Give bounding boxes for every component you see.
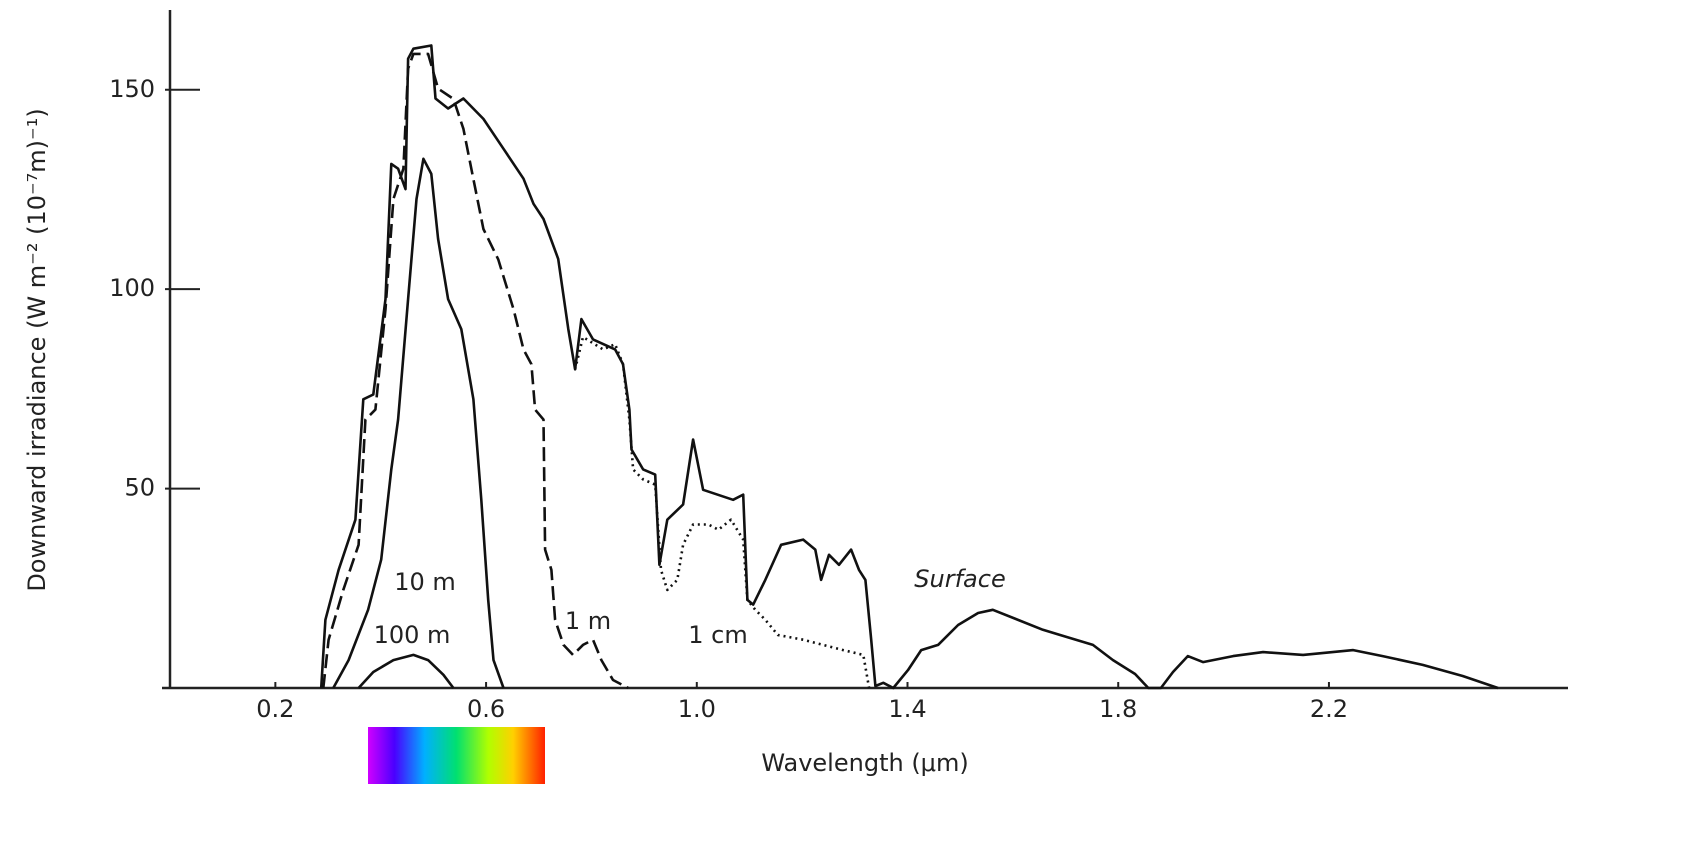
series-line xyxy=(319,44,1499,690)
x-tick-label: 2.2 xyxy=(1310,695,1348,723)
x-axis-label: Wavelength (μm) xyxy=(761,749,968,777)
y-tick-label: 100 xyxy=(109,274,155,302)
series-label: 1 m xyxy=(565,607,611,635)
x-tick-label: 0.2 xyxy=(256,695,294,723)
series-line xyxy=(357,653,455,689)
spectrum-bar xyxy=(368,727,545,784)
x-tick-label: 1.8 xyxy=(1099,695,1137,723)
y-axis-label: Downward irradiance (W m⁻² (10⁻⁷m)⁻¹) xyxy=(23,108,51,591)
series-line xyxy=(573,335,871,689)
series-label: Surface xyxy=(914,565,1005,593)
y-tick-label: 50 xyxy=(124,474,155,502)
x-tick-label: 0.6 xyxy=(467,695,505,723)
x-tick-label: 1.4 xyxy=(888,695,926,723)
series-label: 1 cm xyxy=(688,621,747,649)
series-label: 10 m xyxy=(394,568,456,596)
y-tick-label: 150 xyxy=(109,75,155,103)
series-line xyxy=(322,52,629,690)
series-label: 100 m xyxy=(374,621,451,649)
x-tick-label: 1.0 xyxy=(678,695,716,723)
series-line xyxy=(332,157,505,689)
